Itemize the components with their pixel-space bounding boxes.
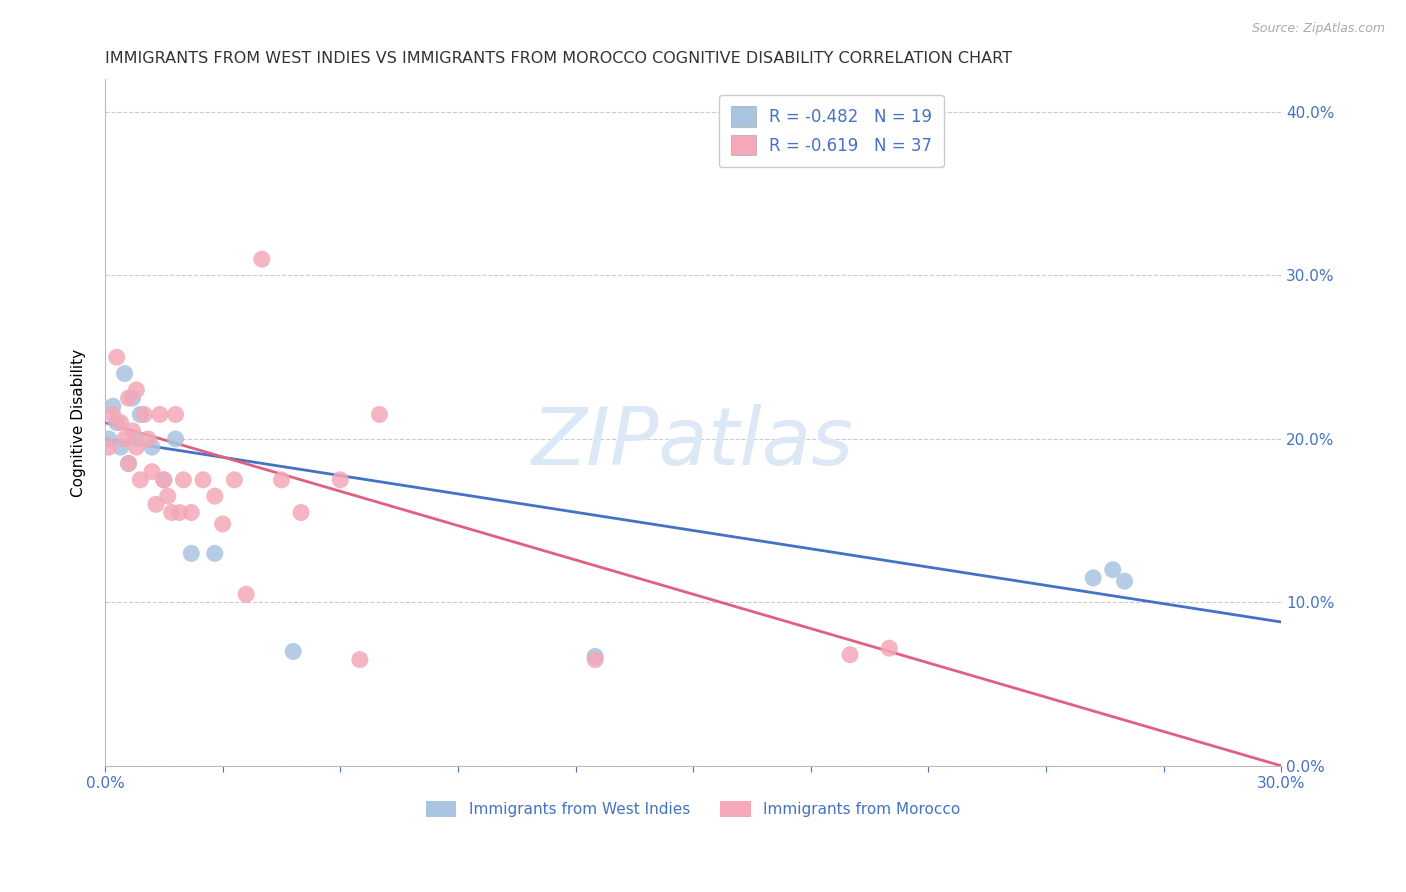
Point bbox=[165, 408, 187, 422]
Point bbox=[204, 546, 226, 560]
Point bbox=[191, 473, 214, 487]
Point bbox=[114, 432, 136, 446]
Point bbox=[134, 408, 156, 422]
Point bbox=[145, 497, 167, 511]
Text: IMMIGRANTS FROM WEST INDIES VS IMMIGRANTS FROM MOROCCO COGNITIVE DISABILITY CORR: IMMIGRANTS FROM WEST INDIES VS IMMIGRANT… bbox=[105, 51, 1012, 66]
Point bbox=[180, 546, 202, 560]
Point bbox=[129, 473, 152, 487]
Point bbox=[349, 652, 371, 666]
Point bbox=[153, 473, 176, 487]
Legend: Immigrants from West Indies, Immigrants from Morocco: Immigrants from West Indies, Immigrants … bbox=[420, 796, 966, 823]
Point bbox=[141, 440, 163, 454]
Y-axis label: Cognitive Disability: Cognitive Disability bbox=[72, 349, 86, 497]
Point bbox=[125, 432, 148, 446]
Point bbox=[114, 367, 136, 381]
Point bbox=[149, 408, 172, 422]
Point bbox=[141, 465, 163, 479]
Point bbox=[117, 457, 139, 471]
Point bbox=[583, 652, 606, 666]
Point bbox=[1101, 563, 1123, 577]
Point bbox=[329, 473, 352, 487]
Point bbox=[165, 432, 187, 446]
Point bbox=[125, 383, 148, 397]
Point bbox=[110, 416, 132, 430]
Point bbox=[583, 649, 606, 664]
Point bbox=[368, 408, 391, 422]
Point bbox=[129, 408, 152, 422]
Point bbox=[97, 432, 120, 446]
Point bbox=[172, 473, 194, 487]
Point bbox=[1083, 571, 1105, 585]
Point bbox=[180, 506, 202, 520]
Point bbox=[211, 516, 233, 531]
Point bbox=[117, 457, 139, 471]
Point bbox=[110, 440, 132, 454]
Point bbox=[121, 424, 143, 438]
Point bbox=[1114, 574, 1136, 589]
Point bbox=[283, 644, 305, 658]
Point bbox=[101, 399, 124, 413]
Point bbox=[125, 440, 148, 454]
Point bbox=[877, 641, 900, 656]
Point bbox=[101, 408, 124, 422]
Point bbox=[224, 473, 246, 487]
Point bbox=[235, 587, 257, 601]
Point bbox=[153, 473, 176, 487]
Point bbox=[117, 391, 139, 405]
Point bbox=[160, 506, 183, 520]
Point bbox=[97, 440, 120, 454]
Point bbox=[169, 506, 191, 520]
Point bbox=[290, 506, 312, 520]
Point bbox=[204, 489, 226, 503]
Point bbox=[250, 252, 273, 267]
Text: Source: ZipAtlas.com: Source: ZipAtlas.com bbox=[1251, 22, 1385, 36]
Point bbox=[105, 350, 128, 364]
Point bbox=[105, 416, 128, 430]
Point bbox=[839, 648, 862, 662]
Text: ZIPatlas: ZIPatlas bbox=[531, 404, 855, 483]
Point bbox=[121, 391, 143, 405]
Point bbox=[156, 489, 179, 503]
Point bbox=[136, 432, 159, 446]
Point bbox=[270, 473, 292, 487]
